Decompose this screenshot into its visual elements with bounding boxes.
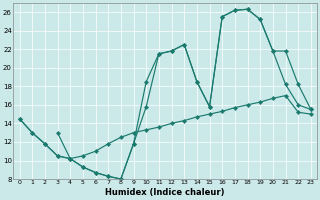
X-axis label: Humidex (Indice chaleur): Humidex (Indice chaleur)	[106, 188, 225, 197]
